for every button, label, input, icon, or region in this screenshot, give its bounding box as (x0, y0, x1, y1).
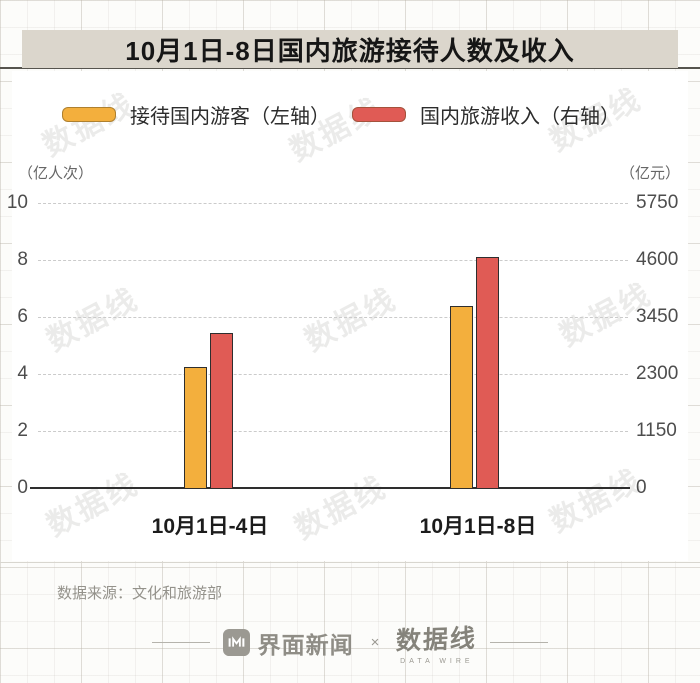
right-axis-tick: 2300 (636, 363, 679, 384)
left-axis-unit: （亿人次） (18, 165, 94, 182)
legend-swatch-revenue (352, 107, 406, 122)
legend-label-visitors: 接待国内游客（左轴） (130, 106, 330, 128)
left-axis-tick: 2 (17, 420, 28, 441)
plot-area (30, 203, 630, 489)
data-source-label: 数据来源：文化和旅游部 (57, 585, 223, 602)
jiemian-logo-text: 界面新闻 (257, 631, 354, 658)
datawire-logo: 数据线 DATA WIRE (395, 620, 478, 665)
footer-right-rule (490, 642, 549, 643)
right-axis-ticks: 0 1150 2300 3450 4600 5750 (636, 192, 696, 498)
jiemian-news-logo: 界面新闻 (222, 626, 354, 660)
jiemian-logo-icon (222, 629, 250, 656)
footer-logos: 界面新闻 × 数据线 DATA WIRE (0, 620, 700, 665)
chart-panel-background (12, 71, 688, 561)
bar-visitors (184, 366, 207, 488)
bar-group-oct1-8 (450, 203, 499, 488)
bar-group-oct1-4 (184, 203, 233, 488)
right-axis-tick: 0 (636, 477, 647, 498)
category-label: 10月1日-4日 (151, 515, 269, 538)
gridline (38, 203, 628, 204)
x-axis-line (30, 487, 630, 489)
page-title: 10月1日-8日国内旅游接待人数及收入 (125, 35, 575, 66)
legend-item-visitors: 接待国内游客（左轴） (62, 100, 330, 129)
left-axis-tick: 8 (17, 249, 28, 270)
left-axis-tick: 4 (17, 363, 28, 384)
gridline (38, 431, 628, 432)
logo-separator-x: × (370, 634, 380, 651)
right-axis-tick: 1150 (636, 420, 677, 441)
bar-revenue (476, 256, 499, 488)
bar-revenue (210, 333, 233, 488)
left-axis-tick: 0 (17, 477, 28, 498)
gridline (38, 374, 628, 375)
datawire-logo-text: 数据线 (395, 624, 478, 656)
left-axis-tick: 10 (6, 192, 28, 213)
legend-swatch-visitors (62, 107, 116, 122)
right-axis-tick: 4600 (636, 249, 679, 270)
right-axis-tick: 3450 (636, 306, 679, 327)
right-axis-unit: （亿元） (619, 165, 680, 182)
title-bar: 10月1日-8日国内旅游接待人数及收入 (22, 30, 678, 68)
footer-left-rule (151, 642, 210, 643)
datawire-logo-subtext: DATA WIRE (400, 658, 474, 665)
gridline (38, 317, 628, 318)
footer-divider (0, 562, 700, 563)
legend-item-revenue: 国内旅游收入（右轴） (352, 100, 620, 129)
right-axis-tick: 5750 (636, 192, 679, 213)
left-axis-ticks: 0 2 4 6 8 10 (0, 192, 30, 498)
gridline (38, 260, 628, 261)
left-axis-tick: 6 (17, 306, 28, 327)
bar-visitors (450, 306, 473, 488)
title-underline (0, 67, 700, 69)
category-label: 10月1日-8日 (419, 515, 537, 538)
legend-label-revenue: 国内旅游收入（右轴） (420, 106, 620, 128)
